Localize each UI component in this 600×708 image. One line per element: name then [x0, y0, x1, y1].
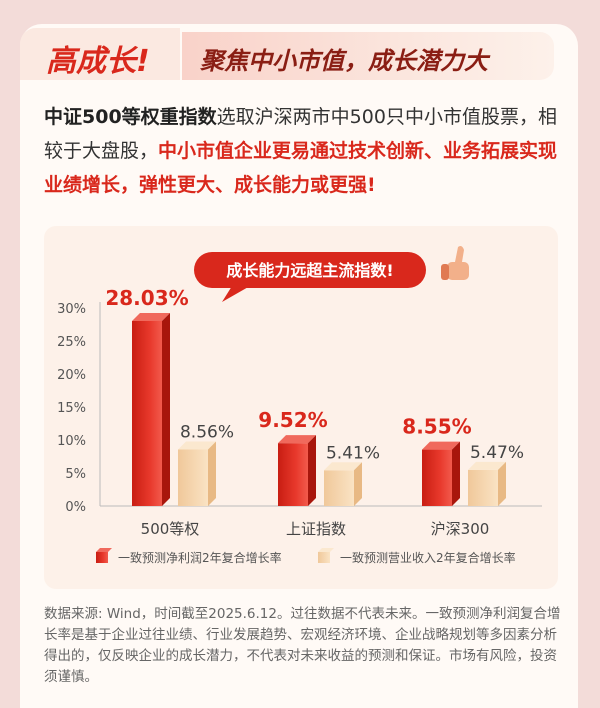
data-label: 28.03% — [105, 286, 188, 310]
bar — [178, 449, 208, 506]
data-label: 8.55% — [402, 415, 471, 439]
bar-top — [178, 441, 216, 450]
legend-swatch-top — [96, 548, 112, 552]
intro-text: 选取沪深两市中500只中小市值股票，相较于大盘股， — [44, 106, 557, 162]
y-tick-label: 25% — [57, 335, 86, 350]
y-tick-label: 15% — [57, 401, 86, 416]
callout-text: 成长能力远超主流指数! — [226, 261, 393, 280]
bar-side — [452, 441, 460, 506]
intro-paragraph: 中证500等权重指数选取沪深两市中500只中小市值股票，相较于大盘股，中小市值企… — [44, 100, 564, 202]
data-label: 5.47% — [470, 443, 524, 463]
bar — [132, 321, 162, 506]
bar-top — [278, 435, 316, 444]
header-banner: 聚焦中小市值，成长潜力大 — [182, 32, 554, 80]
bar-side — [354, 462, 362, 506]
header-banner-text: 聚焦中小市值，成长潜力大 — [200, 47, 488, 75]
thumbs-up-icon — [441, 246, 469, 280]
bar-side — [308, 435, 316, 506]
x-tick-label: 500等权 — [141, 520, 200, 538]
y-tick-label: 20% — [57, 368, 86, 383]
bar-top — [468, 461, 506, 470]
header-tag-text: 高成长! — [46, 44, 150, 79]
bar — [422, 449, 452, 506]
bar — [468, 469, 498, 506]
y-tick-label: 30% — [57, 302, 86, 317]
callout-bubble: 成长能力远超主流指数! — [194, 246, 469, 302]
legend-swatch-top — [318, 548, 334, 552]
callout-tail — [222, 286, 250, 302]
y-tick-label: 10% — [57, 434, 86, 449]
x-tick-label: 上证指数 — [286, 520, 346, 538]
bar — [324, 470, 354, 506]
bar-side — [498, 461, 506, 506]
legend-label: 一致预测净利润2年复合增长率 — [118, 550, 282, 565]
intro-index-name: 中证500等权重指数 — [44, 106, 217, 128]
data-label: 5.41% — [326, 443, 380, 463]
x-tick-label: 沪深300 — [431, 520, 490, 538]
header-tag: 高成长! — [20, 28, 180, 80]
bar-top — [422, 441, 460, 450]
intro-highlight: 中小市值企业更易通过技术创新、业务拓展实现业绩增长，弹性更大、成长能力或更强! — [44, 140, 558, 196]
bar-top — [132, 313, 170, 322]
data-label: 9.52% — [258, 408, 327, 432]
y-tick-label: 0% — [65, 500, 86, 515]
source-note: 数据来源: Wind，时间截至2025.6.12。过往数据不代表未来。一致预测净… — [44, 606, 561, 685]
y-tick-label: 5% — [65, 467, 86, 482]
callout-bg — [194, 252, 426, 288]
legend-label: 一致预测营业收入2年复合增长率 — [340, 550, 516, 565]
data-label: 8.56% — [180, 423, 234, 443]
legend-swatch — [318, 552, 330, 563]
bar-side — [208, 441, 216, 506]
bar — [278, 443, 308, 506]
bar-top — [324, 462, 362, 471]
bar-side — [162, 313, 170, 506]
legend-swatch — [96, 552, 108, 563]
